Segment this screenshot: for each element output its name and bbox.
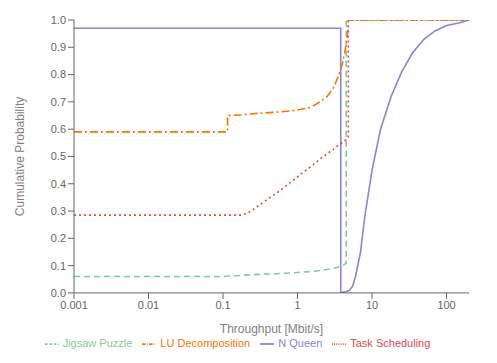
svg-text:10: 10 <box>366 299 378 311</box>
html-text:Jigsaw Puzzle: Jigsaw Puzzle <box>62 336 133 349</box>
svg-text:0.9: 0.9 <box>51 41 66 53</box>
svg-text:0.6: 0.6 <box>51 123 66 135</box>
svg-text:0.1: 0.1 <box>215 299 230 311</box>
svg-text:0.3: 0.3 <box>51 205 66 217</box>
svg-text:0.01: 0.01 <box>138 299 159 311</box>
svg-text:0.7: 0.7 <box>51 96 66 108</box>
svg-text:0.8: 0.8 <box>51 68 66 80</box>
svg-text:0.1: 0.1 <box>51 260 66 272</box>
svg-text:0.2: 0.2 <box>51 232 66 244</box>
html-text:Task Scheduling: Task Scheduling <box>350 336 431 349</box>
svg-text:0.5: 0.5 <box>51 150 66 162</box>
svg-text:100: 100 <box>437 299 455 311</box>
svg-text:1.0: 1.0 <box>51 14 66 26</box>
svg-text:0.0: 0.0 <box>51 287 66 299</box>
svg-text:1: 1 <box>294 299 300 311</box>
svg-text:Throughput [Mbit/s]: Throughput [Mbit/s] <box>220 322 323 336</box>
svg-text:Cumulative Probability: Cumulative Probability <box>13 97 27 216</box>
svg-text:0.001: 0.001 <box>60 299 88 311</box>
html-text:LU Decomposition: LU Decomposition <box>160 336 251 349</box>
svg-text:0.4: 0.4 <box>51 178 66 190</box>
html-text:N Queen: N Queen <box>278 336 323 349</box>
